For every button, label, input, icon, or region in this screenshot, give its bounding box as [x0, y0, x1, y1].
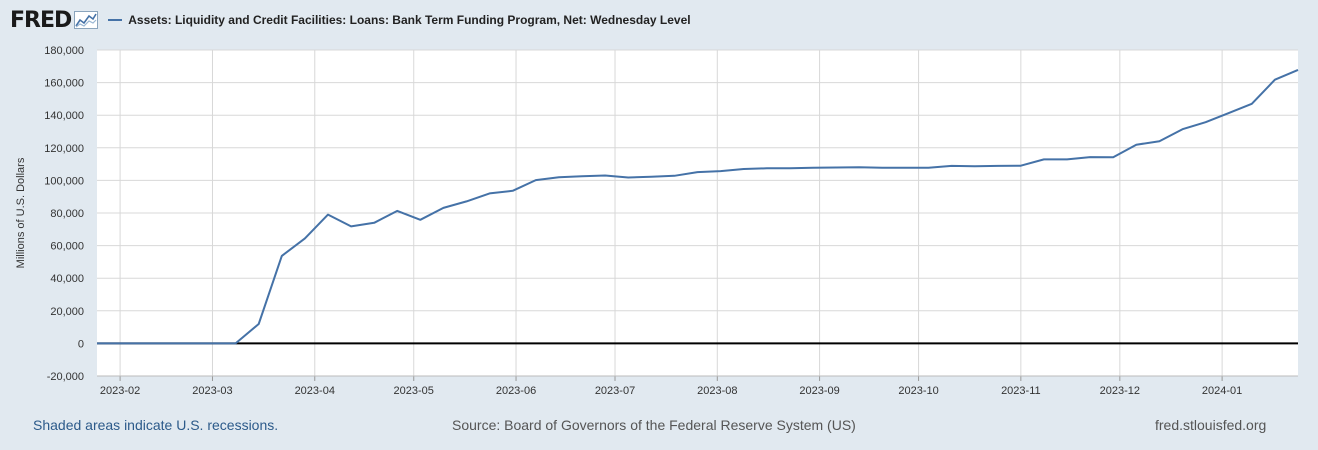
trend-chart-icon	[74, 11, 99, 29]
x-tick-label: 2023-07	[595, 385, 635, 397]
y-tick-label: 80,000	[50, 208, 84, 220]
y-tick-label: 160,000	[44, 78, 84, 90]
x-tick-label: 2023-12	[1100, 385, 1140, 397]
fred-logo-text: FRED	[10, 7, 72, 33]
y-tick-label: 140,000	[44, 110, 84, 122]
y-tick-label: 180,000	[44, 45, 84, 57]
y-tick-label: 60,000	[50, 241, 84, 253]
x-tick-label: 2023-10	[898, 385, 938, 397]
y-tick-label: 120,000	[44, 143, 84, 155]
recessions-note-link[interactable]: Shaded areas indicate U.S. recessions.	[33, 417, 279, 433]
x-tick-label: 2023-09	[799, 385, 839, 397]
x-tick-label: 2023-02	[100, 385, 140, 397]
site-link[interactable]: fred.stlouisfed.org	[1155, 417, 1267, 433]
x-tick-label: 2023-05	[394, 385, 434, 397]
y-axis-label: Millions of U.S. Dollars	[15, 157, 27, 268]
series-line	[97, 68, 1299, 345]
x-tick-label: 2023-08	[697, 385, 737, 397]
fred-logo[interactable]: FRED	[10, 7, 99, 33]
x-tick-label: 2023-03	[192, 385, 232, 397]
chart-header: FRED Assets: Liquidity and Credit Facili…	[10, 6, 691, 34]
y-tick-label: 40,000	[50, 273, 84, 285]
x-tick-label: 2023-06	[496, 385, 536, 397]
line-chart: -20,000 0 20,000 40,000 60,000 80,000 100,000 1…	[15, 45, 1299, 397]
y-tick-label: 20,000	[50, 306, 84, 318]
x-tick-label: 2024-01	[1202, 385, 1242, 397]
x-tick-label: 2023-11	[1001, 385, 1041, 397]
series-legend: Assets: Liquidity and Credit Facilities:…	[108, 13, 691, 27]
x-tick-label: 2023-04	[295, 385, 335, 397]
series-title: Assets: Liquidity and Credit Facilities:…	[128, 13, 691, 27]
y-tick-label: 0	[78, 338, 84, 350]
source-note: Source: Board of Governors of the Federa…	[452, 417, 856, 433]
legend-line-icon	[108, 19, 123, 21]
y-tick-label: -20,000	[47, 371, 84, 383]
y-tick-label: 100,000	[44, 175, 84, 187]
